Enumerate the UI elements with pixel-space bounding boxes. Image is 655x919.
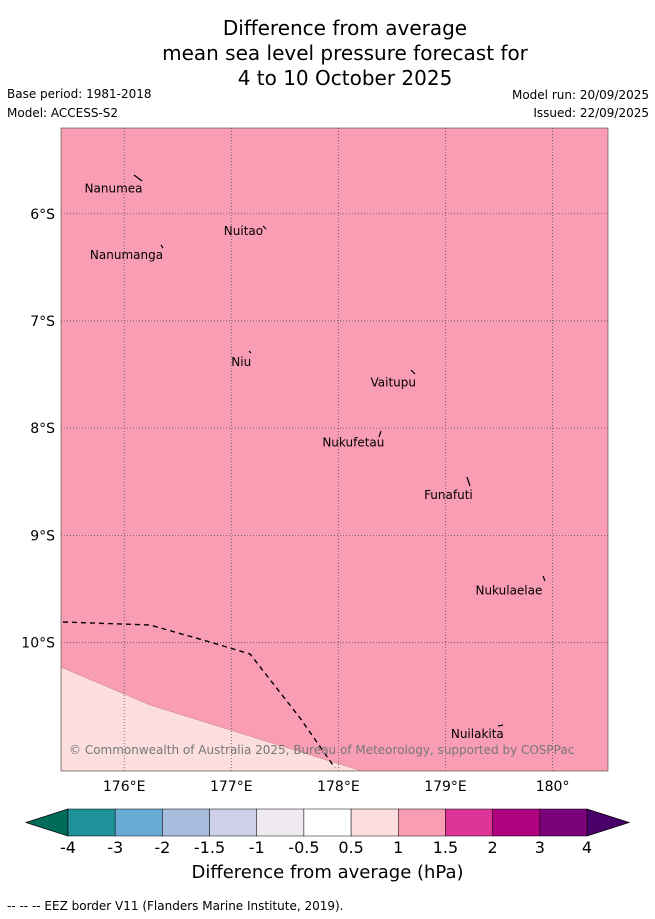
island-outline (466, 476, 471, 487)
colorbar-segment (67, 808, 116, 837)
base-period: Base period: 1981-2018 (7, 87, 152, 101)
place-label: Nuitao (224, 224, 263, 238)
map-title: Difference from average mean sea level p… (0, 16, 655, 91)
island-outline (262, 225, 267, 230)
lat-tick-label: 6°S (30, 207, 55, 223)
colorbar-tick-label: -1 (249, 838, 265, 857)
place-label: Funafuti (424, 488, 473, 502)
colorbar-tick-label: -4 (60, 838, 76, 857)
lon-tick-label: 180° (536, 779, 570, 795)
colorbar-tick-label: 0.5 (338, 838, 363, 857)
colorbar-segment (303, 808, 352, 837)
place-label: Nukufetau (322, 435, 384, 449)
colorbar-segment (492, 808, 541, 837)
island-outline (133, 174, 143, 182)
place-label: Niu (231, 355, 251, 369)
colorbar-label: Difference from average (hPa) (191, 862, 464, 883)
place-label: Vaitupu (371, 375, 417, 389)
colorbar-segment (114, 808, 163, 837)
lat-tick-label: 7°S (30, 314, 55, 330)
colorbar-segment (209, 808, 257, 837)
island-outline (497, 724, 504, 727)
place-label: Nanumanga (90, 248, 163, 262)
colorbar-segment (445, 808, 493, 837)
colorbar-segment (539, 808, 588, 837)
lat-tick-label: 10°S (21, 636, 55, 652)
map-frame (60, 127, 609, 772)
colorbar-over-arrow (586, 808, 631, 837)
colorbar-tick-label: 2 (488, 838, 498, 857)
place-label: Nukulaelae (475, 583, 542, 597)
issued-date: Issued: 22/09/2025 (533, 106, 649, 120)
lon-tick-label: 178°E (317, 779, 360, 795)
colorbar-tick-label: -2 (154, 838, 170, 857)
colorbar-tick-label: 4 (582, 838, 592, 857)
anomaly-zone-0.5-to-1 (61, 666, 363, 771)
pressure-map: Nanumea Nuitao Nanumanga Niu Vaitupu Nukufeta… (21, 127, 609, 795)
place-label: Nuilakita (451, 727, 504, 741)
lat-tick-label: 9°S (30, 528, 55, 544)
colorbar-tick-label: -1.5 (194, 838, 225, 857)
title-line-1: Difference from average (222, 16, 468, 40)
place-label: Nanumea (85, 181, 143, 195)
colorbar-tick-label: -3 (107, 838, 123, 857)
colorbar-segment (256, 808, 305, 837)
island-outline (248, 350, 252, 354)
colorbar-segment (350, 808, 399, 837)
title-line-2: mean sea level pressure forecast for (162, 41, 528, 65)
title-line-3: 4 to 10 October 2025 (237, 66, 453, 90)
island-outline (410, 369, 416, 375)
map-area: Nanumea Nuitao Nanumanga Niu Vaitupu Nukufeta… (61, 128, 608, 771)
lon-tick-label: 177°E (210, 779, 253, 795)
eez-border (62, 621, 336, 769)
model-run: Model run: 20/09/2025 (511, 88, 649, 102)
lon-tick-label: 179°E (424, 779, 467, 795)
colorbar-under-arrow (24, 808, 69, 837)
anomaly-zone-1-to-1.5 (61, 128, 608, 771)
island-outline (378, 430, 382, 438)
colorbar-tick-label: 1 (393, 838, 403, 857)
lat-tick-label: 8°S (30, 421, 55, 437)
island-outline (542, 575, 546, 582)
colorbar-tick-label: 3 (535, 838, 545, 857)
colorbar-segment (398, 808, 446, 837)
model-name: Model: ACCESS-S2 (7, 106, 119, 120)
colorbar-tick-label: -0.5 (288, 838, 319, 857)
copyright-notice: © Commonwealth of Australia 2025, Bureau… (69, 743, 574, 757)
colorbar-segment (162, 808, 210, 837)
island-outline (160, 244, 164, 249)
colorbar: -4 -3 -2 -1.5 -1 -0.5 0.5 1 1.5 2 3 4 (24, 808, 631, 857)
lon-tick-label: 176°E (103, 779, 146, 795)
colorbar-tick-label: 1.5 (433, 838, 458, 857)
eez-footnote: -- -- -- EEZ border V11 (Flanders Marine… (7, 899, 344, 913)
